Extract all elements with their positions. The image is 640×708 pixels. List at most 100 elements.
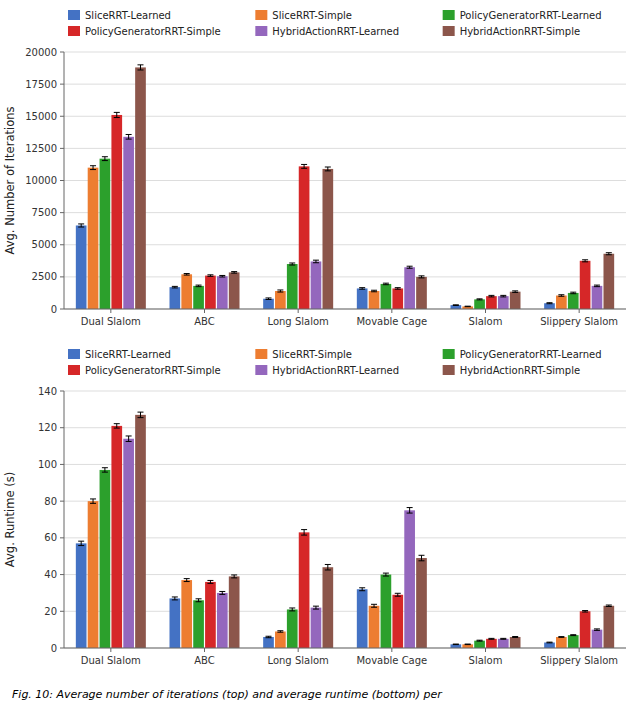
error-bar [395,593,401,596]
error-bar [231,575,237,578]
x-tick-label: Long Slalom [268,316,329,327]
error-bar [207,275,213,277]
y-tick [60,648,64,649]
legend: SliceRRT-LearnedSliceRRT-SimplePolicyGen… [68,10,602,37]
bar [229,272,240,309]
y-tick [60,212,64,213]
grid-line [64,180,626,181]
bar [111,426,122,648]
x-tick [391,309,392,313]
error-bar [266,636,272,637]
x-tick-label: Movable Cage [356,316,427,327]
panel: 020406080100120140Avg. Runtime (s)Dual S… [3,349,626,666]
error-bar [90,499,96,503]
error-bar [465,644,471,646]
bar [76,543,87,648]
grid-line [64,537,626,538]
grid-line [64,148,626,149]
y-tick [60,116,64,117]
error-bar [207,580,213,583]
legend-swatch [255,349,267,359]
grid-line [64,391,626,392]
bar [416,558,427,648]
y-tick-label: 60 [44,532,57,543]
x-tick-label: ABC [194,316,215,327]
x-tick-label: Slalom [469,655,503,666]
x-tick-label: Dual Slalom [81,316,141,327]
legend-label: HybridActionRRT-Learned [272,365,399,376]
grid-line [64,116,626,117]
bar [205,276,216,309]
bar [381,575,392,648]
legend-swatch [68,10,80,20]
grid-line [64,84,626,85]
bar [311,261,322,309]
error-bar [418,276,424,278]
bar [229,576,240,648]
error-bar [289,263,295,265]
y-tick-label: 17500 [25,79,57,90]
y-tick [60,84,64,85]
bar [100,159,111,309]
legend-label: SliceRRT-Simple [272,10,352,21]
marks [76,65,614,309]
bar [462,644,473,648]
bar [287,609,298,648]
error-bar [184,274,190,276]
bar [205,582,216,648]
y-tick-label: 140 [38,386,57,397]
bar [263,299,274,309]
legend-swatch [443,26,455,36]
error-bar [325,564,331,570]
bar [88,501,99,648]
error-bar [78,541,84,545]
y-tick-label: 20000 [25,47,57,58]
legend-label: PolicyGeneratorRRT-Learned [460,349,602,360]
error-bar [477,640,483,642]
x-tick-label: Slippery Slalom [540,655,618,666]
bar [275,291,286,309]
error-bar [371,290,377,292]
y-axis-label: Avg. Runtime (s) [3,472,17,567]
caption: Fig. 10: Average number of iterations (t… [12,688,443,701]
bar [544,642,555,648]
bar [169,598,180,648]
x-tick [391,648,392,652]
error-bar [371,604,377,607]
bar [88,168,99,309]
bar [135,67,146,309]
bar [404,267,415,309]
bar [580,611,591,648]
error-bar [594,629,600,630]
x-tick [110,648,111,652]
bar [135,415,146,648]
x-tick [204,648,205,652]
y-tick [60,464,64,465]
y-tick-label: 40 [44,569,57,580]
bar [392,288,403,309]
y-tick-label: 7500 [32,207,57,218]
y-tick [60,52,64,53]
legend-label: PolicyGeneratorRRT-Simple [85,365,221,376]
bar [263,637,274,648]
bar [193,286,204,309]
bar [568,293,579,309]
error-bar [547,642,553,644]
error-bar [383,283,389,285]
y-tick-label: 80 [44,496,57,507]
y-tick [60,611,64,612]
error-bar [453,304,459,306]
bar [299,532,310,648]
y-tick [60,574,64,575]
error-bar [231,272,237,274]
bar [123,137,134,309]
error-bar [558,295,564,297]
error-bar [359,288,365,290]
grid-line [64,611,626,612]
bar [299,166,310,309]
error-bar [184,579,190,582]
error-bar [126,436,132,442]
x-tick [298,309,299,313]
error-bar [465,306,471,308]
bar [123,439,134,648]
